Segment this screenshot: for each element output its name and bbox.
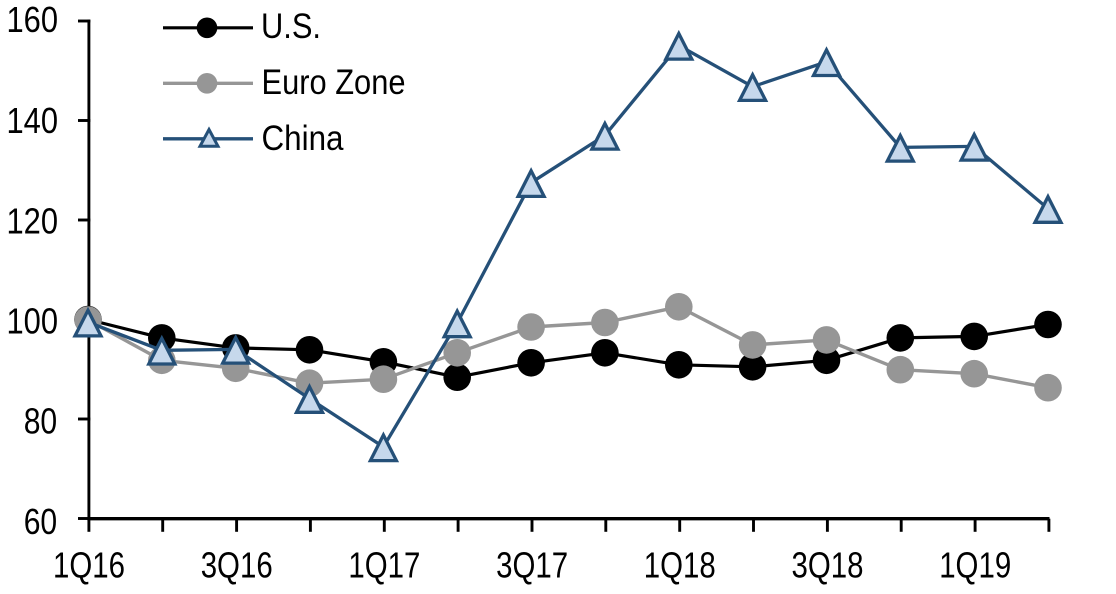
svg-text:1Q17: 1Q17 [348,545,420,586]
svg-text:80: 80 [24,401,58,442]
svg-text:U.S.: U.S. [261,6,321,46]
svg-text:140: 140 [7,100,59,141]
svg-text:1Q19: 1Q19 [939,545,1011,586]
svg-text:3Q18: 3Q18 [792,545,864,586]
svg-text:1Q16: 1Q16 [53,545,125,586]
svg-text:100: 100 [7,301,59,342]
svg-text:160: 160 [7,0,59,40]
svg-text:3Q16: 3Q16 [201,545,273,586]
svg-text:60: 60 [24,501,58,542]
svg-text:3Q17: 3Q17 [496,545,568,586]
svg-text:Euro Zone: Euro Zone [262,62,406,102]
svg-text:120: 120 [7,201,59,242]
svg-text:China: China [262,118,344,158]
svg-text:1Q18: 1Q18 [644,545,716,586]
